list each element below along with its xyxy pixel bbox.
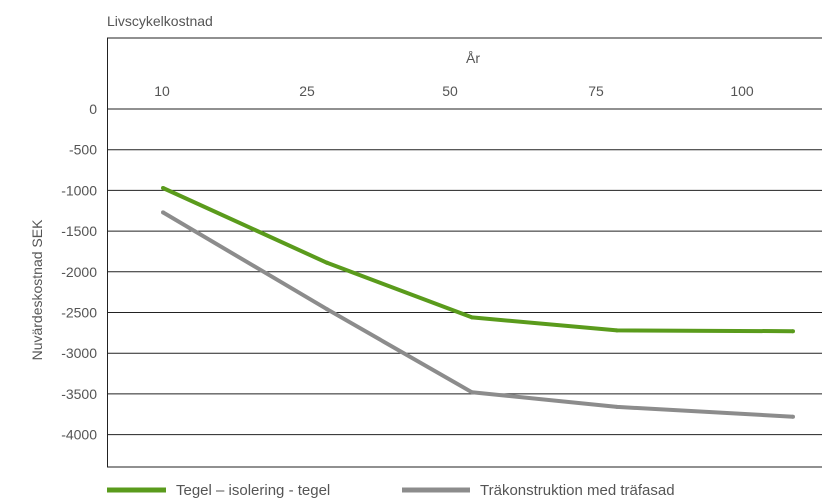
data-point (791, 414, 795, 419)
y-tick-label: -3500 (61, 386, 97, 402)
y-tick-label: -1000 (61, 182, 97, 198)
chart-title: Livscykelkostnad (107, 13, 213, 29)
y-tick-label: -1500 (61, 223, 97, 239)
x-tick-label: 100 (730, 83, 754, 99)
data-point (615, 404, 619, 409)
y-tick-label: -500 (69, 142, 97, 158)
x-tick-label: 10 (154, 83, 170, 99)
series-line-2 (161, 210, 794, 419)
x-tick-label: 75 (588, 83, 604, 99)
x-axis-label: År (466, 50, 480, 66)
legend-label: Träkonstruktion med träfasad (480, 482, 675, 499)
x-tick-label: 25 (299, 83, 315, 99)
data-point (325, 260, 329, 265)
x-tick-label: 50 (442, 83, 458, 99)
y-tick-label: -3000 (61, 345, 97, 361)
data-point (615, 328, 619, 333)
data-point (470, 315, 474, 320)
series-line-1 (162, 186, 794, 334)
y-tick-label: -4000 (61, 427, 97, 443)
data-point (470, 390, 474, 395)
y-tick-label: 0 (89, 101, 97, 117)
data-point (791, 329, 795, 334)
data-point (161, 210, 165, 215)
y-tick-label: -2500 (61, 305, 97, 321)
data-point (161, 186, 165, 190)
y-tick-label: -2000 (61, 264, 97, 280)
data-point (325, 307, 329, 312)
y-axis-label: Nuvärdeskostnad SEK (29, 219, 45, 361)
legend-label: Tegel – isolering - tegel (176, 482, 330, 499)
